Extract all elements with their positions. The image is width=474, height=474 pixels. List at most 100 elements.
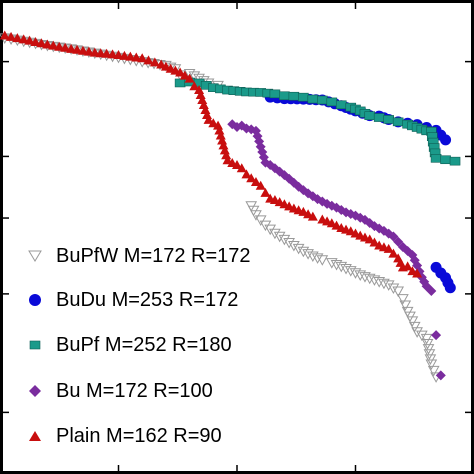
- data-point: [311, 253, 324, 264]
- data-point: [254, 215, 267, 226]
- data-point: [131, 52, 142, 62]
- data-point: [188, 71, 201, 82]
- data-point: [335, 100, 347, 110]
- data-point: [18, 34, 29, 44]
- data-point: [288, 241, 300, 252]
- data-point: [175, 67, 186, 77]
- data-point: [77, 45, 88, 55]
- data-point: [430, 154, 442, 163]
- data-point: [369, 237, 380, 247]
- data-point: [6, 31, 17, 41]
- data-point: [368, 275, 381, 286]
- data-point: [444, 282, 456, 294]
- data-point: [221, 150, 232, 160]
- data-point: [189, 81, 200, 91]
- data-point: [364, 234, 375, 244]
- data-point: [24, 35, 35, 45]
- data-point: [302, 249, 314, 260]
- data-point: [36, 38, 47, 48]
- data-point: [66, 43, 77, 53]
- data-point: [388, 248, 399, 258]
- data-point: [214, 125, 225, 135]
- data-point: [392, 117, 404, 127]
- data-point: [424, 354, 437, 365]
- data-point: [269, 228, 281, 240]
- data-point: [412, 268, 423, 278]
- series-1: [264, 91, 456, 294]
- data-point: [236, 163, 247, 173]
- data-point: [440, 134, 452, 146]
- data-point: [306, 251, 319, 262]
- data-point: [250, 210, 262, 221]
- data-point: [344, 266, 357, 277]
- data-point: [95, 48, 106, 58]
- data-point: [83, 46, 94, 56]
- data-point: [241, 169, 252, 179]
- data-point: [297, 246, 310, 258]
- data-point: [143, 55, 154, 65]
- series-layer: [0, 30, 461, 383]
- data-point: [330, 259, 343, 271]
- data-point: [255, 180, 266, 190]
- data-point: [387, 283, 400, 294]
- series-4: [0, 30, 423, 278]
- data-point: [137, 53, 148, 63]
- data-point: [392, 286, 405, 298]
- data-point: [107, 49, 118, 59]
- data-point: [298, 92, 309, 102]
- data-point: [174, 78, 186, 88]
- data-point: [423, 349, 436, 360]
- data-point: [378, 278, 390, 290]
- data-point: [215, 130, 226, 140]
- data-point: [397, 294, 409, 305]
- data-point: [288, 91, 300, 101]
- data-point: [399, 300, 412, 312]
- data-point: [0, 30, 10, 40]
- data-point: [125, 51, 136, 61]
- data-point: [408, 321, 421, 333]
- data-point: [364, 111, 376, 120]
- data-point: [425, 359, 438, 371]
- series-3: [227, 119, 446, 381]
- data-point: [203, 114, 214, 124]
- data-point: [217, 135, 228, 145]
- data-point: [30, 36, 41, 46]
- series-2: [174, 77, 461, 166]
- data-point: [218, 140, 229, 150]
- data-point: [422, 344, 435, 355]
- data-point: [269, 89, 281, 99]
- data-point: [12, 33, 23, 43]
- data-point: [273, 231, 286, 243]
- data-point: [222, 155, 233, 165]
- data-point: [411, 327, 423, 338]
- data-point: [421, 339, 434, 350]
- data-point: [232, 159, 242, 169]
- data-point: [72, 44, 83, 54]
- data-point: [219, 145, 230, 155]
- data-point: [427, 365, 440, 377]
- data-point: [54, 41, 65, 51]
- data-point: [250, 177, 261, 187]
- data-point: [420, 333, 433, 345]
- data-point: [184, 73, 195, 83]
- data-point: [292, 243, 305, 255]
- data-point: [359, 272, 371, 283]
- data-point: [246, 173, 257, 183]
- data-point: [373, 277, 386, 288]
- data-point: [325, 258, 338, 269]
- data-point: [283, 237, 295, 249]
- data-point: [213, 120, 224, 130]
- data-point: [317, 95, 328, 105]
- data-point: [119, 50, 130, 60]
- data-point: [183, 68, 196, 80]
- data-point: [278, 234, 291, 246]
- data-point: [42, 39, 53, 49]
- data-point: [349, 268, 362, 279]
- data-point: [383, 115, 394, 124]
- data-point: [113, 49, 124, 59]
- data-point: [354, 270, 367, 281]
- data-point: [406, 316, 419, 327]
